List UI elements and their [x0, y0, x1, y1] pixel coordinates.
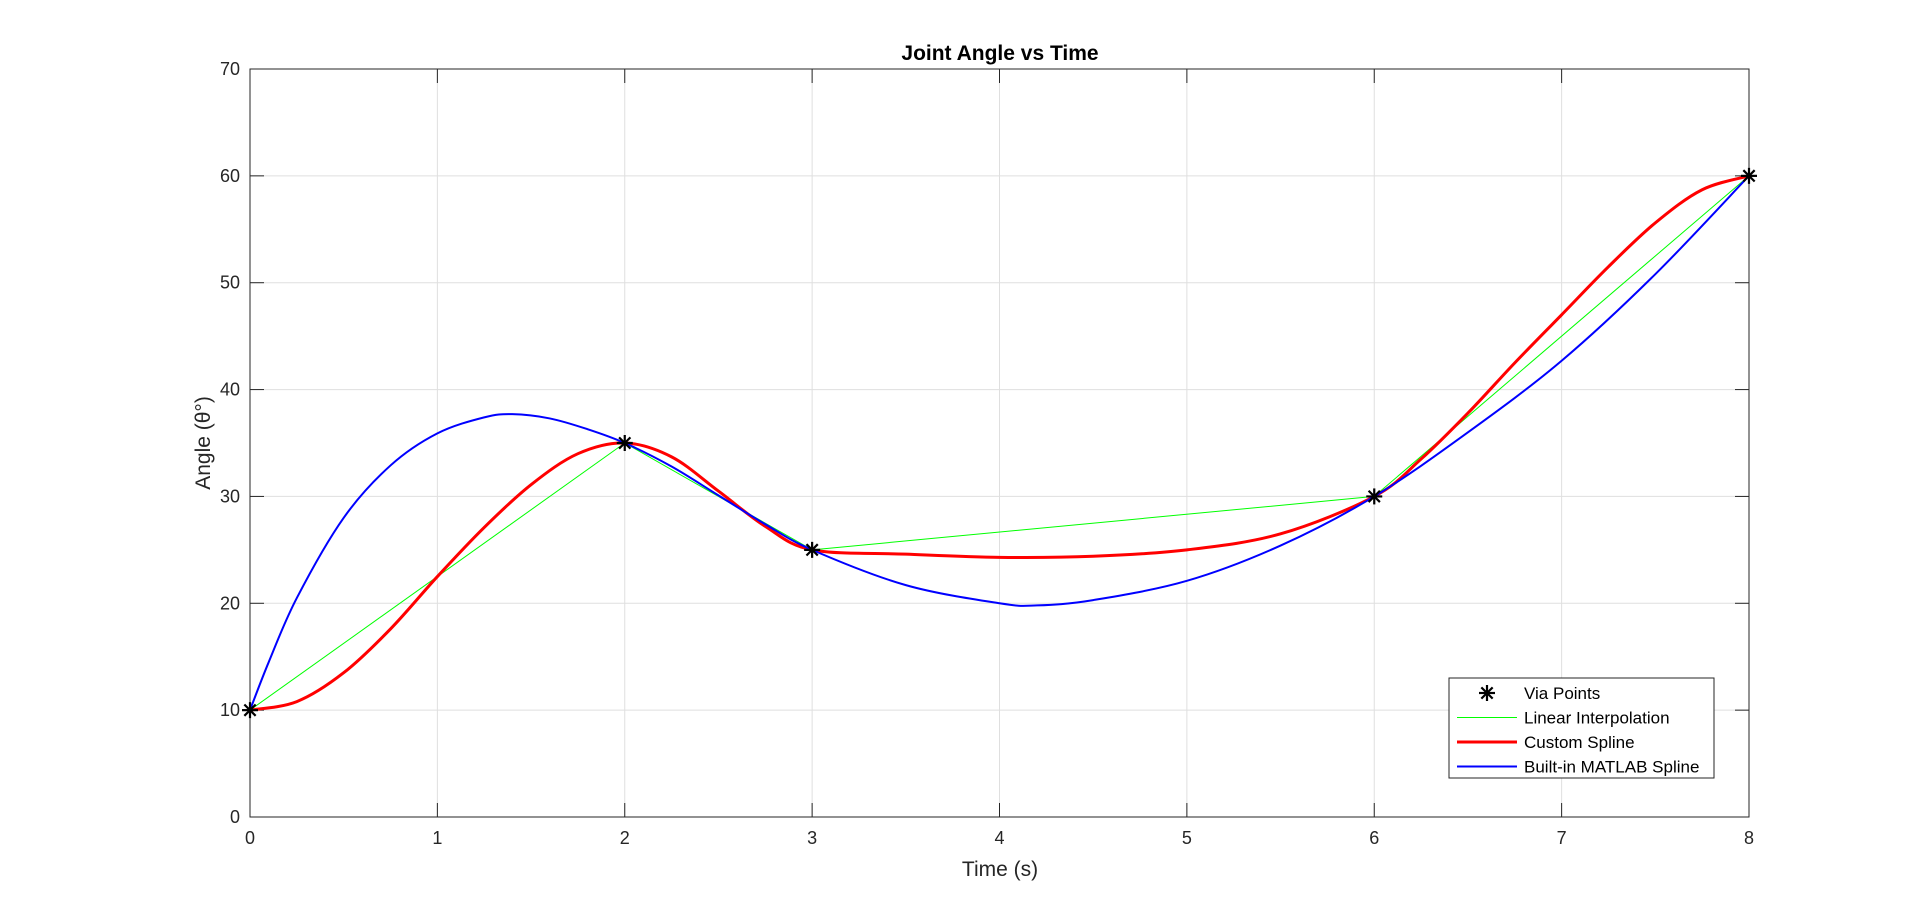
y-tick-label: 60: [220, 166, 240, 186]
legend-label: Built-in MATLAB Spline: [1524, 758, 1699, 777]
legend-label: Linear Interpolation: [1524, 709, 1670, 728]
x-tick-label: 5: [1182, 828, 1192, 848]
x-tick-label: 3: [807, 828, 817, 848]
y-tick-label: 40: [220, 380, 240, 400]
legend-box: [1448, 677, 1715, 779]
via-point-marker: [242, 702, 258, 719]
x-tick-label: 6: [1369, 828, 1379, 848]
y-tick-label: 0: [230, 807, 240, 827]
x-tick-label: 4: [994, 828, 1004, 848]
legend: Via Points Linear Interpolation Custom Spl…: [1448, 677, 1715, 779]
ticks: 0 1 2 3 4 5 6 7 8 0 10 20 30 40 50 60 70: [220, 59, 1754, 848]
x-tick-label: 2: [620, 828, 630, 848]
legend-entry-linear-interpolation: Linear Interpolation: [1457, 709, 1670, 728]
x-axis-label: Time (s): [962, 858, 1038, 881]
y-tick-label: 30: [220, 486, 240, 506]
y-tick-label: 50: [220, 273, 240, 293]
legend-label: Via Points: [1524, 684, 1600, 703]
custom-spline-line: [249, 174, 1750, 712]
via-point-marker: [1366, 488, 1383, 505]
legend-entry-custom-spline: Custom Spline: [1457, 733, 1635, 752]
y-tick-label: 10: [220, 700, 240, 720]
x-tick-label: 0: [245, 828, 255, 848]
y-tick-label: 20: [220, 593, 240, 613]
via-point-marker: [616, 435, 633, 451]
x-tick-label: 8: [1744, 828, 1754, 848]
legend-entry-built-in-matlab-spline: Built-in MATLAB Spline: [1457, 758, 1699, 777]
chart-title: Joint Angle vs Time: [901, 42, 1098, 65]
legend-entry-via-points: Via Points: [1479, 684, 1600, 703]
y-tick-label: 70: [220, 59, 240, 79]
via-point-marker: [804, 541, 821, 558]
legend-marker: [1479, 685, 1495, 701]
series: [242, 167, 1757, 719]
x-tick-label: 1: [432, 828, 442, 848]
built-in-matlab-spline-line: [249, 175, 1750, 711]
legend-label: Custom Spline: [1524, 733, 1635, 752]
y-axis-label: Angle (θ°): [192, 396, 215, 490]
x-tick-label: 7: [1557, 828, 1567, 848]
via-point-marker: [1741, 167, 1757, 184]
